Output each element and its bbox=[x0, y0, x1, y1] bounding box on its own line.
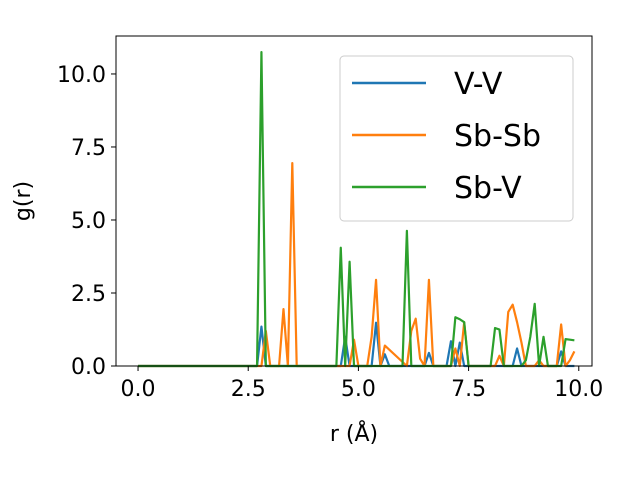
y-tick-label: 10.0 bbox=[57, 63, 106, 88]
x-tick-label: 7.5 bbox=[451, 377, 486, 402]
ticks-layer: 0.0 2.5 5.0 7.5 10.0 0.0 2.5 5.0 7.5 10.0 bbox=[57, 63, 603, 402]
x-tick-label: 10.0 bbox=[554, 377, 603, 402]
y-tick-label: 5.0 bbox=[71, 209, 106, 234]
legend-label-sb-v: Sb-V bbox=[454, 171, 522, 206]
series-line-v-v bbox=[138, 321, 575, 368]
legend-label-v-v: V-V bbox=[454, 67, 503, 102]
plot-frame bbox=[115, 35, 593, 367]
legend-frame bbox=[339, 55, 574, 222]
x-axis-label: r (Å) bbox=[330, 420, 378, 447]
legend: V-V Sb-Sb Sb-V bbox=[339, 55, 574, 222]
x-tick-label: 5.0 bbox=[341, 377, 376, 402]
x-tick-label: 0.0 bbox=[121, 377, 156, 402]
x-tick-label: 2.5 bbox=[231, 377, 266, 402]
y-tick-label: 2.5 bbox=[71, 282, 106, 307]
y-axis-label: g(r) bbox=[11, 181, 36, 221]
legend-label-sb-sb: Sb-Sb bbox=[454, 119, 541, 154]
series-line-sb-v bbox=[138, 50, 575, 368]
y-tick-label: 7.5 bbox=[71, 136, 106, 161]
y-tick-label: 0.0 bbox=[71, 355, 106, 380]
